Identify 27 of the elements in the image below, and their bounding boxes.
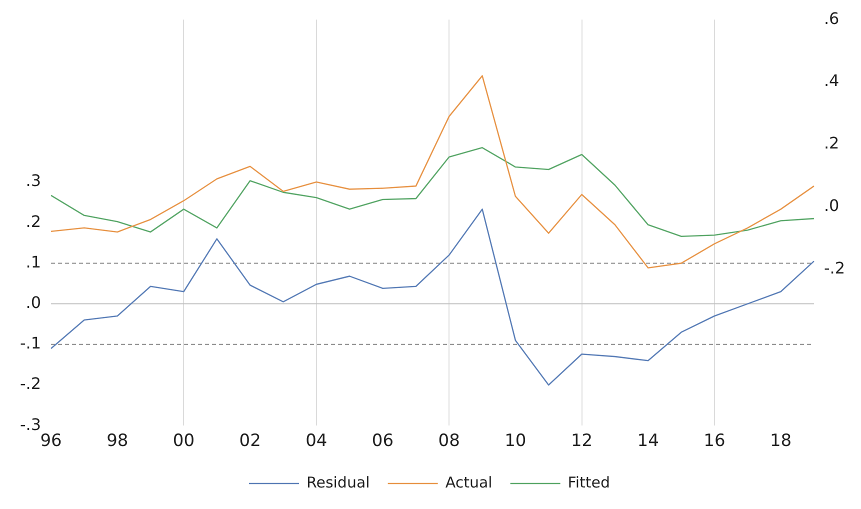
y-tick-label: .0 xyxy=(26,292,42,312)
y-tick-label: .2 xyxy=(26,212,42,231)
x-tick-label: 08 xyxy=(438,431,460,452)
legend-label: Fitted xyxy=(568,473,610,492)
y2-tick-label: .0 xyxy=(824,196,840,216)
x-tick-label: 18 xyxy=(770,431,792,452)
y2-tick-label: .6 xyxy=(824,8,840,28)
x-tick-label: 14 xyxy=(637,431,659,452)
legend-label: Residual xyxy=(306,473,370,492)
y2-tick-label: .4 xyxy=(824,71,840,90)
y2-tick-label: -.2 xyxy=(824,258,846,278)
x-tick-label: 04 xyxy=(306,431,328,452)
legend-label: Actual xyxy=(445,473,492,492)
y-tick-label: -.1 xyxy=(20,334,42,353)
x-tick-label: 16 xyxy=(704,431,726,452)
x-tick-label: 00 xyxy=(172,431,195,452)
y-tick-label: .1 xyxy=(26,252,42,272)
y-tick-label: -.3 xyxy=(20,414,42,434)
x-tick-label: 98 xyxy=(106,431,128,452)
x-tick-label: 10 xyxy=(504,431,526,452)
x-tick-label: 12 xyxy=(570,431,593,452)
y-tick-label: -.2 xyxy=(20,374,42,394)
x-tick-label: 06 xyxy=(372,431,394,452)
x-tick-label: 96 xyxy=(40,431,62,452)
y-tick-label: .3 xyxy=(26,171,42,190)
y2-tick-label: .2 xyxy=(824,134,840,153)
x-tick-label: 02 xyxy=(239,431,261,452)
